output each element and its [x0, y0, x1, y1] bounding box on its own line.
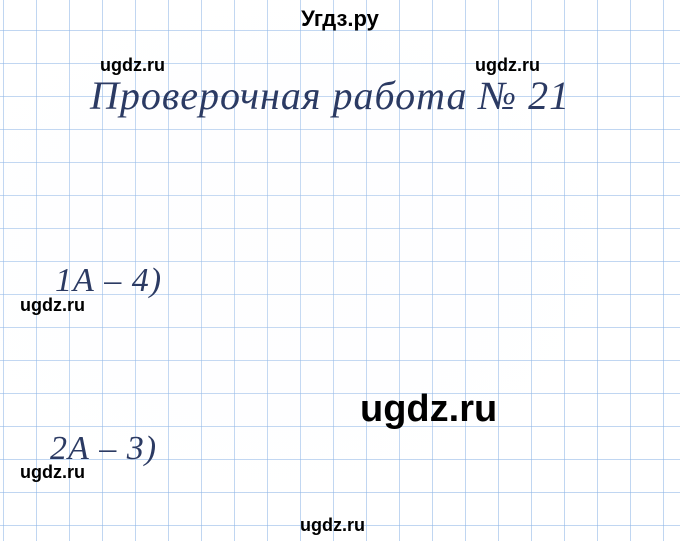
answer-1: 1А – 4)	[55, 262, 162, 300]
watermark-top: Угдз.ру	[301, 6, 379, 32]
notebook-page: Угдз.ру ugdz.ru ugdz.ru ugdz.ru ugdz.ru …	[0, 0, 680, 541]
watermark-small-5: ugdz.ru	[300, 515, 365, 536]
watermark-big: ugdz.ru	[360, 388, 497, 431]
page-title: Проверочная работа № 21	[90, 72, 570, 119]
answer-2: 2А – 3)	[50, 430, 157, 468]
